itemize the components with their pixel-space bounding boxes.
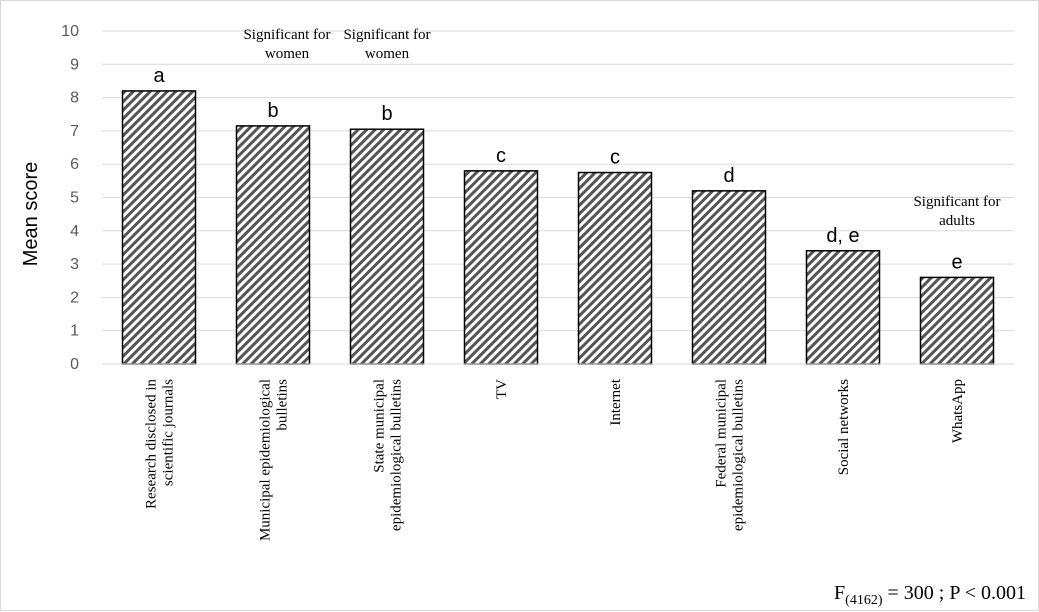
category-label-line: epidemiological bulletins — [389, 379, 405, 531]
y-tick-label: 0 — [70, 356, 79, 373]
y-tick-label: 2 — [70, 289, 79, 306]
category-label: WhatsApp — [950, 379, 966, 443]
bars — [121, 90, 995, 365]
bar — [349, 128, 425, 365]
category-label-line: WhatsApp — [950, 379, 966, 443]
bar — [805, 250, 881, 365]
y-axis-ticks: 0 1 2 3 4 5 6 7 8 9 10 — [61, 23, 79, 373]
group-letter: d — [723, 165, 734, 187]
bar — [577, 171, 653, 365]
category-label: State municipalepidemiological bulletins — [372, 379, 405, 531]
category-label-line: Research disclosed in — [144, 379, 160, 509]
significance-note: Significant for women — [343, 27, 430, 62]
category-label-line: State municipal — [372, 379, 388, 473]
y-tick-label: 1 — [70, 323, 79, 340]
category-label-line: Municipal epidemiological — [258, 379, 274, 541]
group-letter: a — [153, 65, 165, 87]
category-label: Research disclosed inscientific journals — [144, 379, 177, 509]
category-labels: Research disclosed inscientific journals… — [144, 378, 967, 541]
y-tick-label: 4 — [70, 223, 79, 240]
bar — [235, 125, 311, 365]
bar — [463, 170, 539, 365]
stat-df: (4162) — [845, 593, 883, 608]
category-label: Municipal epidemiologicalbulletins — [258, 379, 291, 541]
category-label: TV — [494, 379, 510, 399]
group-letter: c — [610, 147, 620, 169]
group-letters: a b b c c d d, e e — [153, 65, 962, 273]
group-letter: b — [267, 100, 278, 122]
y-tick-label: 7 — [70, 123, 79, 140]
group-letter: d, e — [826, 225, 859, 247]
bar — [691, 190, 767, 365]
bar — [919, 276, 995, 365]
y-tick-label: 9 — [70, 56, 79, 73]
y-tick-label: 10 — [61, 23, 79, 40]
category-label: Federal municipalepidemiological bulleti… — [714, 379, 747, 531]
significance-note-line: adults — [939, 213, 975, 229]
y-tick-label: 5 — [70, 190, 79, 207]
y-tick-label: 6 — [70, 156, 79, 173]
category-label: Social networks — [836, 379, 852, 475]
bar — [121, 90, 197, 365]
stat-rest: = 300 ; P < 0.001 — [883, 582, 1027, 604]
category-label: Internet — [608, 378, 624, 425]
significance-note: Significant for women — [243, 27, 330, 62]
group-letter: c — [496, 145, 506, 167]
statistics-text: F(4162) = 300 ; P < 0.001 — [834, 582, 1026, 608]
category-label-line: Federal municipal — [714, 379, 730, 488]
significance-note-line: Significant for — [243, 27, 330, 43]
significance-note-line: women — [365, 46, 410, 62]
significance-note-line: women — [265, 46, 310, 62]
significance-notes: Significant for women Significant for women… — [243, 27, 1000, 229]
y-axis-label: Mean score — [20, 162, 42, 267]
stat-f: F — [834, 582, 845, 604]
category-label-line: TV — [494, 379, 510, 399]
category-label-line: Social networks — [836, 379, 852, 475]
group-letter: b — [381, 103, 392, 125]
category-label-line: Internet — [608, 378, 624, 425]
significance-note: Significant for adults — [913, 194, 1000, 229]
category-label-line: epidemiological bulletins — [731, 379, 747, 531]
significance-note-line: Significant for — [913, 194, 1000, 210]
category-label-line: scientific journals — [161, 379, 177, 486]
y-tick-label: 8 — [70, 90, 79, 107]
significance-note-line: Significant for — [343, 27, 430, 43]
y-tick-label: 3 — [70, 256, 79, 273]
group-letter: e — [951, 251, 962, 273]
category-label-line: bulletins — [275, 379, 291, 431]
